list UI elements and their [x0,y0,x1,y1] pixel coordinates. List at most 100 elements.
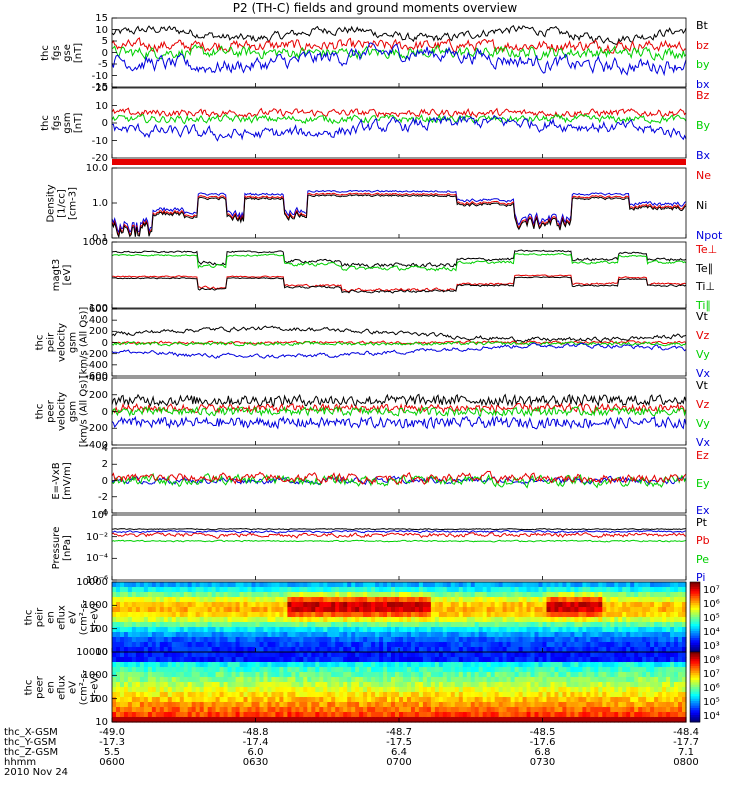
series-bx [111,42,687,77]
ephemeris-value: 7.1 [678,747,694,758]
series-Vy-ion [111,340,687,347]
y-tick-label: 200 [88,389,108,401]
series-Vt-ion [111,325,687,343]
ephemeris-value: -17.6 [529,737,556,748]
series-By [111,113,687,125]
y-tick-label: -200 [85,423,108,435]
series-Te-perp [112,274,687,293]
y-tick-label: 10 [95,647,108,658]
legend-ex: Ex [696,504,710,517]
y-tick-label: -200 [85,348,108,360]
legend-bx: Bx [696,149,711,162]
y-tick-label: 100 [88,693,108,705]
legend-vz: Vz [696,398,710,411]
legend-vz: Vz [696,329,710,342]
y-tick-label: 0 [101,118,108,129]
legend-npot: Npot [696,229,723,242]
y-tick-label: 0 [101,475,108,487]
ephemeris-value: -17.7 [673,737,699,748]
ephemeris-value: 0800 [673,757,699,768]
y-tick-label: 0 [101,47,108,59]
electron-colorbar-tick: 10⁵ [703,697,720,708]
y-tick-label: -2 [98,491,108,503]
panel-frame [111,241,687,309]
electron-colorbar-tick: 10⁷ [703,669,720,680]
series-Pe [111,539,687,543]
legend-ti⊥: Ti⊥ [696,280,716,294]
series-Vx-ion [111,342,687,359]
legend-pe: Pe [696,552,710,566]
ephemeris-value: -17.3 [99,737,125,748]
ephemeris-value: -48.5 [529,727,556,738]
y-tick-label: 4 [101,443,108,454]
y-tick-label: 10000 [76,647,108,658]
legend-pt: Pt [696,516,707,529]
y-tick-label: 10 [95,717,108,728]
y-tick-label: 1000 [82,670,108,682]
electron-colorbar-tick: 10⁸ [703,655,720,666]
ephemeris-value: 6.0 [247,747,264,758]
ion-colorbar-tick: 10³ [703,641,720,652]
legend-pi: Pi [696,571,706,584]
y-tick-label: 5 [101,36,108,47]
ephemeris-value: -17.4 [242,737,269,748]
legend-bz: Bz [696,89,710,102]
series-Vt-ele [111,393,687,408]
y-tick-label: 10⁻⁴ [85,553,108,565]
series-bz [111,37,687,54]
ephemeris-value: 0630 [242,757,269,768]
legend-ti∥: Ti∥ [696,299,711,312]
electron-colorbar-tick: 10⁴ [703,711,720,722]
ephemeris-value: -48.7 [386,727,412,738]
series-Ex [111,475,687,486]
series-Vz-ele [111,402,687,414]
legend-bx: bx [696,78,710,91]
y-tick-label: -10 [91,135,108,147]
y-tick-label: 10000 [76,577,108,588]
ephemeris-label: hhmm [4,757,37,768]
legend-ey: Ey [696,476,710,490]
ephemeris-value: 6.8 [534,747,551,758]
y-tick-label: 1.0 [92,198,108,209]
y-tick-label: 10⁻⁶ [85,575,108,586]
chart-title: P2 (TH-C) fields and ground moments over… [232,1,518,15]
series-Bz [111,107,687,118]
legend-te∥: Te∥ [696,261,714,275]
legend-ne: Ne [696,169,711,182]
series-Ni [111,194,687,239]
ephemeris-label: thc_Y-GSM [4,737,57,748]
y-tick-label: 10⁻² [85,531,108,543]
ephemeris-value: -17.5 [386,737,412,748]
series-Bx [111,114,687,142]
panel-frame [111,87,687,159]
y-tick-label: 2 [101,459,108,471]
y-tick-label: 0 [101,406,108,418]
series-Pb [111,532,687,539]
y-tick-label: 200 [88,326,108,338]
series-Te-par [111,249,687,269]
y-tick-label: 10⁰ [91,510,108,521]
legend-vx: Vx [696,436,711,449]
legend-vt: Vt [696,379,708,392]
y-tick-label: 400 [88,315,108,327]
ephemeris-value: 0600 [99,757,125,768]
ephemeris-value: 0700 [386,757,412,768]
y-tick-label: -5 [98,59,108,70]
ion-colorbar-tick: 10⁶ [703,599,720,610]
electron-colorbar-tick: 10⁶ [703,683,720,694]
series-Ti-perp [112,276,687,294]
ephemeris-value: 0730 [529,757,556,768]
ion-spectrogram [112,582,687,653]
ion-colorbar-tick: 10⁷ [703,585,720,596]
y-tick-label: -4 [98,508,108,519]
y-tick-label: 0.1 [92,233,108,244]
y-tick-label: -10 [91,70,108,82]
ion-colorbar-tick: 10⁴ [703,627,720,638]
legend-bt: Bt [696,19,708,32]
y-tick-label: 1000 [82,237,108,248]
legend-vy: Vy [696,417,710,430]
y-tick-label: -20 [91,153,108,164]
legend-ez: Ez [696,449,709,462]
ephemeris-label: thc_Z-GSM [4,747,59,758]
